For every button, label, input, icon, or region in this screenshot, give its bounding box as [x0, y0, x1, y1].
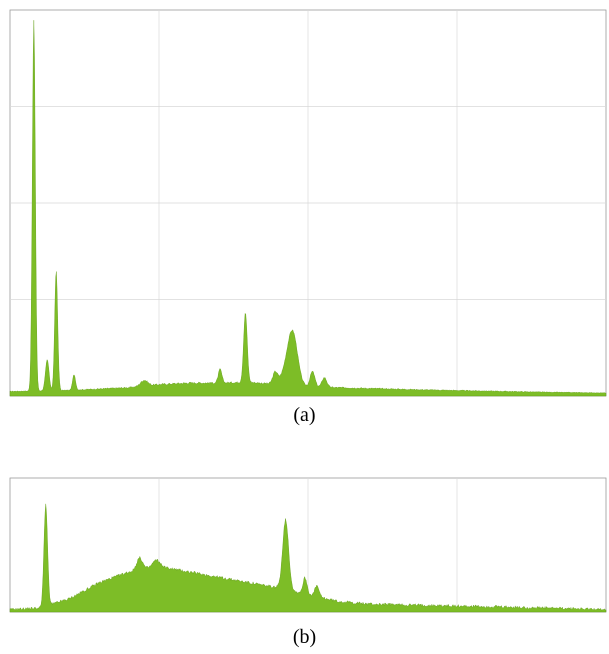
caption-a: (a) — [293, 404, 316, 426]
spectrum-series — [9, 20, 607, 397]
caption-b: (b) — [292, 626, 317, 648]
spectrum-series — [9, 503, 607, 613]
spectrum-a-svg — [9, 9, 607, 397]
spectrum-b-svg — [9, 477, 607, 613]
spectrum-chart-b — [8, 470, 608, 620]
spectrum-chart-a — [8, 6, 608, 402]
